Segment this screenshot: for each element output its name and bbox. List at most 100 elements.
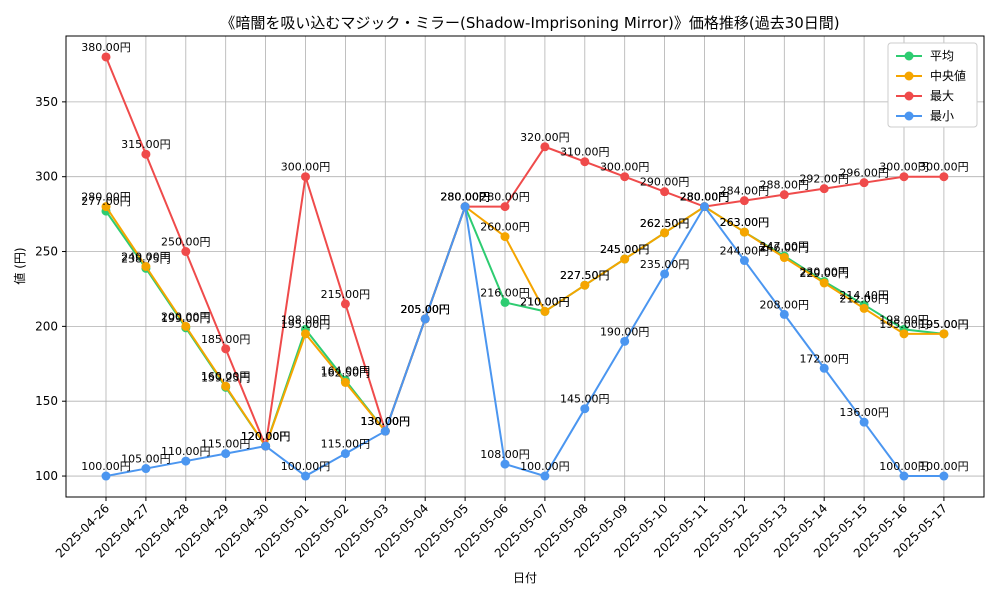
data-label: 205.00円: [400, 303, 450, 316]
data-point: [181, 321, 191, 331]
data-label: 130.00円: [361, 415, 411, 428]
data-label: 280.00円: [81, 191, 131, 204]
data-point: [939, 172, 949, 182]
y-axis-label: 値 (円): [12, 247, 27, 284]
data-label: 280.00円: [680, 191, 730, 204]
data-label: 260.00円: [480, 221, 530, 234]
data-label: 284.00円: [720, 185, 770, 198]
data-point: [500, 459, 510, 469]
data-point: [101, 52, 111, 62]
series-line: [105, 204, 944, 478]
data-label: 235.00円: [640, 258, 690, 271]
y-tick-label: 300: [35, 170, 58, 184]
data-point: [221, 344, 231, 354]
data-label: 105.00円: [121, 453, 171, 466]
chart-title: 《暗闇を吸い込むマジック・ミラー(Shadow-Imprisoning Mirr…: [220, 14, 839, 32]
data-label: 280.00円: [680, 191, 730, 204]
data-point: [779, 309, 789, 319]
x-axis-ticks: 2025-04-262025-04-272025-04-282025-04-29…: [53, 497, 950, 560]
data-label: 244.00円: [720, 245, 770, 258]
y-tick-label: 200: [35, 319, 58, 333]
data-label: 263.00円: [720, 216, 770, 229]
data-label: 100.00円: [919, 460, 969, 473]
data-label: 136.00円: [839, 406, 889, 419]
data-label: 280.00円: [440, 191, 490, 204]
data-label: 216.00円: [480, 286, 530, 299]
data-point: [181, 456, 191, 466]
data-point: [899, 172, 909, 182]
legend-label: 平均: [930, 49, 954, 63]
data-label: 205.00円: [400, 303, 450, 316]
data-point: [580, 280, 590, 290]
data-point: [500, 297, 510, 307]
data-point: [939, 471, 949, 481]
data-point: [819, 278, 829, 288]
data-label: 280.00円: [480, 191, 530, 204]
data-point: [939, 329, 949, 339]
data-point: [899, 471, 909, 481]
data-label: 280.00円: [680, 191, 730, 204]
data-point: [859, 417, 869, 427]
data-label: 195.00円: [879, 318, 929, 331]
data-point: [540, 306, 550, 316]
data-point: [261, 441, 271, 451]
data-label: 208.00円: [760, 298, 810, 311]
data-label: 100.00円: [81, 460, 131, 473]
legend-label: 中央値: [930, 68, 966, 83]
data-label: 210.00円: [520, 295, 570, 308]
data-label: 229.00円: [799, 267, 849, 280]
data-label: 240.00円: [121, 251, 171, 264]
data-point: [340, 299, 350, 309]
data-label: 296.00円: [839, 167, 889, 180]
data-label: 292.00円: [799, 173, 849, 186]
data-label: 198.00円: [879, 313, 929, 326]
data-label: 246.00円: [760, 242, 810, 255]
data-point: [141, 262, 151, 271]
plot-frame: [65, 35, 985, 498]
legend-box: [887, 42, 978, 128]
data-label: 310.00円: [560, 146, 610, 159]
data-label: 212.00円: [839, 292, 889, 305]
data-label: 280.00円: [680, 191, 730, 204]
data-label: 100.00円: [879, 460, 929, 473]
data-label: 215.00円: [321, 288, 371, 301]
data-point: [859, 178, 869, 188]
y-tick-label: 250: [35, 245, 58, 259]
y-axis-ticks: 100 150 200 250 300 350: [35, 95, 66, 483]
data-label: 262.50円: [640, 217, 690, 230]
data-point: [660, 269, 670, 279]
data-point: [620, 254, 630, 264]
data-label: 320.00円: [520, 131, 570, 144]
data-point: [660, 228, 670, 238]
data-label: 245.00円: [600, 243, 650, 256]
data-label: 130.00円: [361, 415, 411, 428]
data-point: [739, 256, 749, 266]
data-label: 172.00円: [799, 352, 849, 365]
data-label: 100.00円: [520, 460, 570, 473]
y-tick-label: 350: [35, 95, 58, 109]
grid-lines: [66, 36, 984, 497]
series-line: [105, 205, 944, 449]
data-point: [301, 172, 310, 182]
data-point: [340, 377, 350, 387]
data-label: 263.00円: [720, 216, 770, 229]
data-point: [141, 149, 151, 159]
data-label: 300.00円: [879, 161, 929, 174]
data-point: [101, 202, 111, 212]
data-point: [340, 449, 350, 459]
y-tick-label: 150: [35, 394, 58, 408]
data-label: 159.25円: [201, 371, 251, 384]
data-label: 120.00円: [241, 430, 291, 443]
data-label: 210.00円: [520, 295, 570, 308]
data-label: 214.40円: [839, 289, 889, 302]
legend-label: 最大: [930, 89, 954, 103]
data-label: 290.00円: [640, 176, 690, 189]
data-point: [460, 202, 470, 212]
legend-marker: [904, 111, 914, 121]
data-point: [580, 157, 590, 167]
data-label: 195.00円: [281, 318, 331, 331]
data-label: 227.50円: [560, 269, 610, 282]
data-point: [221, 449, 231, 459]
data-label: 230.00円: [799, 265, 849, 278]
